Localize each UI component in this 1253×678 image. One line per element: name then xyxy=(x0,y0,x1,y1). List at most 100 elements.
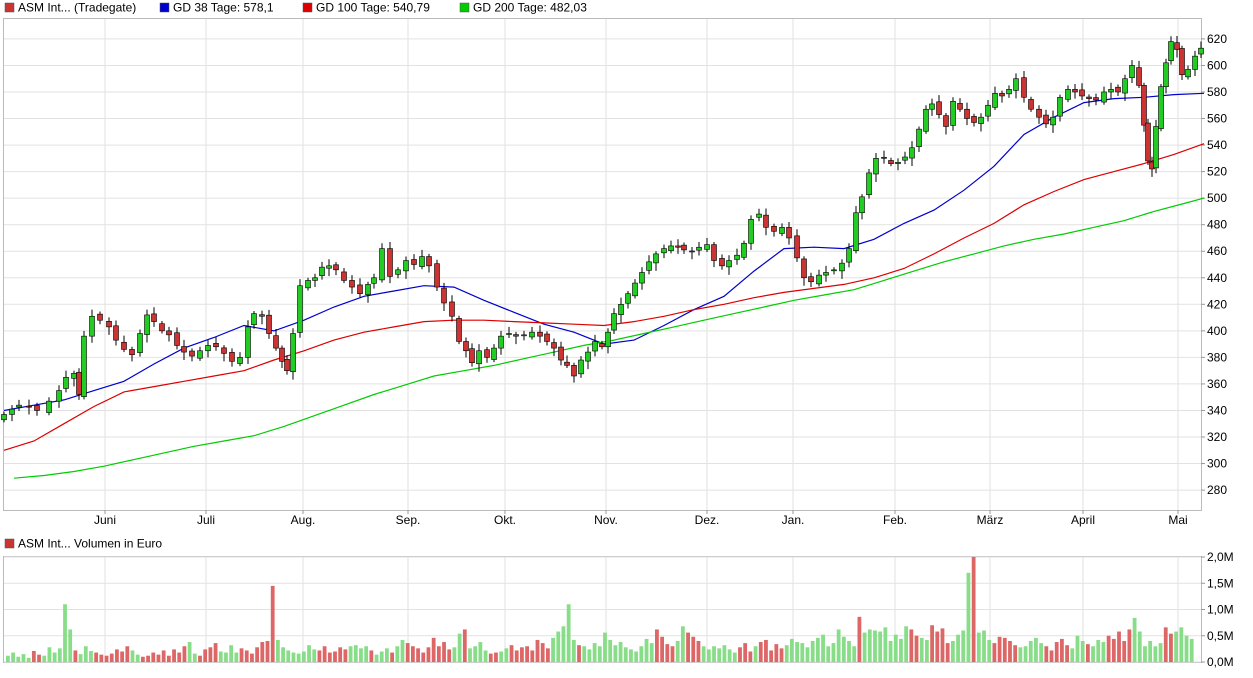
candle-body xyxy=(719,258,725,267)
candle-body xyxy=(726,260,732,268)
candle-body xyxy=(1115,86,1121,93)
volume-bar xyxy=(89,650,93,662)
candle-body xyxy=(681,244,687,251)
candle-body xyxy=(661,248,667,254)
volume-bar xyxy=(1096,639,1101,662)
volume-bar xyxy=(130,650,135,662)
legend-label: ASM Int... (Tradegate) xyxy=(18,1,136,15)
candle-body xyxy=(675,245,681,248)
candle-body xyxy=(1006,89,1012,95)
candle-body xyxy=(756,213,762,218)
candle-body xyxy=(476,350,482,365)
candle-body xyxy=(866,172,872,195)
volume-bar xyxy=(764,639,768,662)
volume-bar xyxy=(629,649,633,662)
candle-body xyxy=(605,331,611,348)
volume-bar xyxy=(296,653,301,662)
candle-body xyxy=(349,280,355,288)
candle-body xyxy=(197,350,203,359)
candle-body xyxy=(284,358,290,371)
volume-bar xyxy=(613,645,618,662)
candle-body xyxy=(166,330,172,336)
candle-body xyxy=(888,160,894,164)
candle-body xyxy=(1,414,7,421)
volume-bar xyxy=(405,643,410,662)
volume-bar xyxy=(888,641,893,662)
candle-body xyxy=(839,262,845,272)
volume-bar xyxy=(904,626,909,662)
volume-bars xyxy=(6,557,1194,662)
candle-body xyxy=(957,103,963,110)
candle-body xyxy=(771,225,777,232)
candle-body xyxy=(734,254,740,260)
candle-body xyxy=(1101,91,1107,103)
candle-body xyxy=(46,400,52,413)
candle-body xyxy=(881,156,887,159)
candle-body xyxy=(326,265,332,269)
price-y-tick-label: 280 xyxy=(1207,483,1227,497)
candle-body xyxy=(221,347,227,354)
volume-bar xyxy=(1075,635,1080,662)
volume-bar xyxy=(779,648,784,662)
volume-bar xyxy=(748,651,753,662)
price-x-ticks: Juni Juli Aug. Sep. Okt. Nov. Dez. Jan. Feb. März… xyxy=(94,510,1188,527)
candle-body xyxy=(1158,86,1164,129)
volume-bar xyxy=(359,648,363,662)
volume-bar xyxy=(343,649,348,662)
volume-bar xyxy=(26,657,31,662)
volume-bar xyxy=(655,629,659,662)
volume-bar xyxy=(1101,642,1106,662)
volume-bar xyxy=(333,651,337,662)
volume-bar xyxy=(385,648,389,662)
volume-bar xyxy=(208,647,213,662)
volume-bar xyxy=(509,645,514,662)
candle-body xyxy=(831,269,837,272)
candle-body xyxy=(1093,97,1099,101)
volume-bar xyxy=(239,648,244,662)
volume-bar xyxy=(270,585,275,662)
volume-bar xyxy=(795,642,799,662)
price-y-tick-label: 360 xyxy=(1207,377,1227,391)
volume-bar xyxy=(769,650,774,662)
volume-bar xyxy=(156,654,161,662)
candle-body xyxy=(1086,96,1092,99)
candle-body xyxy=(34,405,40,411)
volume-bar xyxy=(1143,646,1147,662)
candle-body xyxy=(786,227,792,239)
volume-bar xyxy=(478,642,483,662)
candle-body xyxy=(978,116,984,124)
volume-bar xyxy=(852,646,857,662)
volume-bar xyxy=(712,646,716,662)
volume-bar xyxy=(192,653,197,662)
candle-body xyxy=(741,242,747,258)
candle-body xyxy=(379,248,385,281)
volume-bar xyxy=(281,647,285,662)
price-y-tick-label: 440 xyxy=(1207,271,1227,285)
volume-y-tick-label: 0,0M xyxy=(1207,655,1234,669)
volume-bar xyxy=(893,634,898,662)
candle-body xyxy=(16,404,22,408)
price-grid-horizontal xyxy=(4,38,1201,491)
volume-y-tick-label: 1,5M xyxy=(1207,576,1234,590)
price-y-tick-label: 460 xyxy=(1207,244,1227,258)
candle-body xyxy=(1168,41,1174,61)
volume-bar xyxy=(224,652,228,662)
volume-bar xyxy=(462,629,467,662)
candle-body xyxy=(129,349,135,356)
volume-bar xyxy=(919,637,924,662)
volume-bar xyxy=(966,572,971,662)
legend-label: GD 38 Tage: 578,1 xyxy=(173,1,274,15)
volume-bar xyxy=(369,650,374,662)
price-y-tick-label: 400 xyxy=(1207,324,1227,338)
candle-body xyxy=(1122,78,1128,94)
volume-bar xyxy=(73,650,78,662)
volume-bar xyxy=(473,646,478,662)
volume-bar xyxy=(426,647,431,662)
volume-bar xyxy=(925,639,929,662)
candle-body xyxy=(1136,67,1142,86)
volume-bar xyxy=(727,649,732,662)
candle-body xyxy=(245,326,251,358)
volume-bar xyxy=(753,646,758,662)
volume-bar xyxy=(831,643,836,662)
candle-body xyxy=(333,264,339,271)
